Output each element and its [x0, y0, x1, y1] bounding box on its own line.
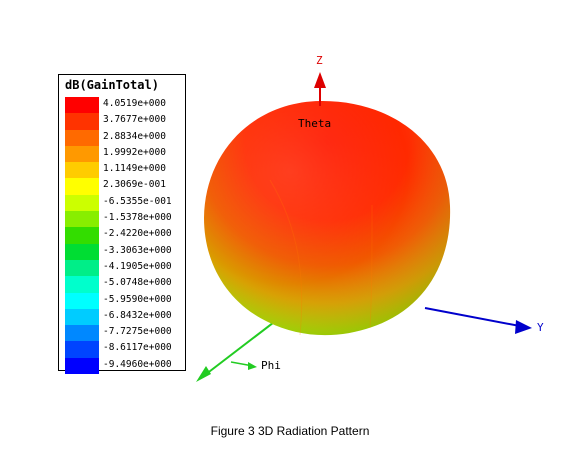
legend-label: -9.4960e+000: [103, 358, 172, 370]
legend-row: -9.4960e+000: [65, 357, 185, 375]
legend-label: 2.3069e-001: [103, 179, 166, 191]
legend-label: -5.9590e+000: [103, 293, 172, 305]
legend-swatch: [65, 308, 99, 326]
legend-swatch: [65, 211, 99, 228]
legend-row: -3.3063e+000: [65, 243, 185, 260]
legend-row: 1.9992e+000: [65, 145, 185, 163]
legend-label: 4.0519e+000: [103, 98, 166, 109]
theta-label: Theta: [298, 117, 331, 130]
legend-swatch: [65, 113, 99, 130]
legend-label: 3.7677e+000: [103, 114, 166, 126]
legend-swatch: [65, 276, 99, 293]
z-axis-label: Z: [316, 54, 323, 67]
phi-label: Phi: [261, 359, 281, 372]
legend-row: 2.8834e+000: [65, 129, 185, 146]
legend-swatch: [65, 292, 99, 309]
legend-row: 2.3069e-001: [65, 178, 185, 195]
radiation-lobe: [204, 100, 451, 336]
legend-row: 3.7677e+000: [65, 113, 185, 130]
legend-swatch: [65, 243, 99, 260]
phi-indicator: [230, 361, 257, 370]
legend-row: -5.0748e+000: [65, 276, 185, 293]
legend-title: dB(GainTotal): [65, 78, 159, 92]
legend-swatch: [65, 129, 99, 146]
legend-row: -4.1905e+000: [65, 259, 185, 277]
legend-row: -1.5378e+000: [65, 211, 185, 228]
legend-label: -8.6117e+000: [103, 342, 172, 354]
legend-label: -5.0748e+000: [103, 277, 172, 289]
legend-label: -3.3063e+000: [103, 244, 172, 256]
legend-label: -6.8432e+000: [103, 309, 172, 321]
legend-label: 1.9992e+000: [103, 146, 166, 158]
legend-swatch: [65, 341, 99, 358]
legend-swatch: [65, 227, 99, 244]
legend-swatch: [65, 357, 99, 375]
figure-caption: Figure 3 3D Radiation Pattern: [210, 424, 370, 438]
legend-label: -7.7275e+000: [103, 326, 172, 338]
legend-row: 1.1149e+000: [65, 162, 185, 179]
legend-swatch: [65, 145, 99, 163]
legend-swatch: [65, 162, 99, 179]
legend-swatch: [65, 178, 99, 195]
legend-row: 4.0519e+000: [65, 97, 185, 114]
legend-label: -6.5355e-001: [103, 195, 172, 207]
legend-swatch: [65, 325, 99, 342]
legend-swatch: [65, 259, 99, 277]
legend-label: 1.1149e+000: [103, 163, 166, 175]
legend-row: -5.9590e+000: [65, 292, 185, 309]
legend-swatch: [65, 97, 99, 114]
y-axis-label: Y: [537, 321, 544, 334]
legend-label: -4.1905e+000: [103, 260, 172, 272]
z-axis: [314, 72, 326, 106]
legend-row: -7.7275e+000: [65, 325, 185, 342]
legend-label: 2.8834e+000: [103, 130, 166, 142]
legend-swatch: [65, 194, 99, 212]
legend-rows: 4.0519e+000 3.7677e+000 2.8834e+000 1.9992e…: [65, 97, 185, 375]
gain-legend: dB(GainTotal) 4.0519e+000 3.7677e+000 2.88…: [58, 74, 186, 375]
y-axis: [424, 307, 532, 334]
legend-row: -6.8432e+000: [65, 308, 185, 326]
legend-label: -1.5378e+000: [103, 212, 172, 224]
legend-row: -2.4220e+000: [65, 227, 185, 244]
legend-label: -2.4220e+000: [103, 228, 172, 240]
legend-row: -8.6117e+000: [65, 341, 185, 358]
legend-row: -6.5355e-001: [65, 194, 185, 212]
